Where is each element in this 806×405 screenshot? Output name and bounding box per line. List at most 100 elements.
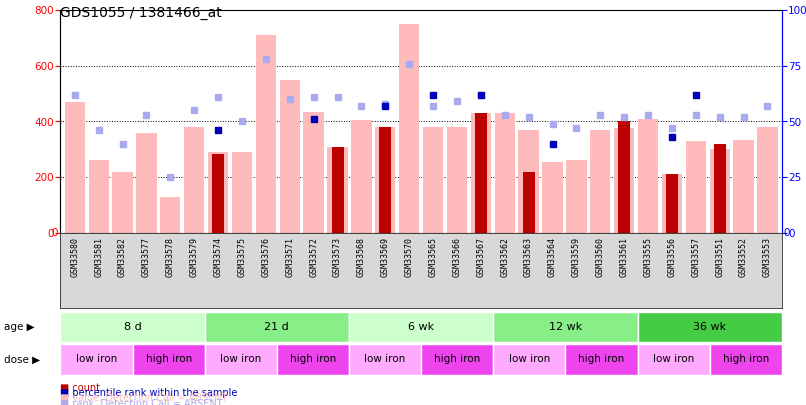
Text: GSM33581: GSM33581: [94, 237, 103, 277]
Text: GSM33555: GSM33555: [643, 237, 653, 277]
Text: high iron: high iron: [146, 354, 192, 364]
Bar: [205, 312, 349, 342]
Text: GSM33580: GSM33580: [70, 237, 79, 277]
Text: GSM33571: GSM33571: [285, 237, 294, 277]
Text: 0: 0: [783, 228, 790, 238]
Bar: [565, 344, 638, 375]
Bar: [518, 130, 538, 233]
Bar: [112, 172, 133, 233]
Bar: [349, 312, 493, 342]
Text: GSM33568: GSM33568: [357, 237, 366, 277]
Text: low iron: low iron: [76, 354, 117, 364]
Bar: [380, 127, 391, 233]
Text: 21 d: 21 d: [264, 322, 289, 332]
Text: GDS1055 / 1381466_at: GDS1055 / 1381466_at: [60, 6, 222, 20]
Text: GSM33572: GSM33572: [310, 237, 318, 277]
Text: ■ value, Detection Call = ABSENT: ■ value, Detection Call = ABSENT: [60, 393, 228, 403]
Bar: [205, 344, 276, 375]
Bar: [475, 113, 487, 233]
Text: age ▶: age ▶: [4, 322, 35, 332]
Text: GSM33576: GSM33576: [261, 237, 270, 277]
Text: GSM33563: GSM33563: [524, 237, 533, 277]
Bar: [232, 152, 252, 233]
Text: high iron: high iron: [723, 354, 769, 364]
Bar: [212, 153, 224, 233]
Text: GSM33561: GSM33561: [620, 237, 629, 277]
Bar: [184, 127, 205, 233]
Bar: [495, 113, 515, 233]
Text: GSM33559: GSM33559: [572, 237, 581, 277]
Bar: [638, 312, 782, 342]
Text: low iron: low iron: [220, 354, 261, 364]
Bar: [758, 127, 778, 233]
Bar: [662, 175, 682, 233]
Text: high iron: high iron: [290, 354, 336, 364]
Text: 8 d: 8 d: [123, 322, 142, 332]
Bar: [493, 344, 565, 375]
Text: dose ▶: dose ▶: [4, 354, 40, 364]
Bar: [686, 141, 706, 233]
Bar: [280, 80, 300, 233]
Text: high iron: high iron: [579, 354, 625, 364]
Bar: [733, 140, 754, 233]
Text: low iron: low iron: [509, 354, 550, 364]
Text: GSM33552: GSM33552: [739, 237, 748, 277]
Bar: [60, 312, 205, 342]
Text: 0: 0: [52, 228, 58, 238]
Bar: [160, 197, 181, 233]
Text: GSM33562: GSM33562: [501, 237, 509, 277]
Text: GSM33567: GSM33567: [476, 237, 485, 277]
Text: GSM33557: GSM33557: [692, 237, 700, 277]
Text: GSM33556: GSM33556: [667, 237, 676, 277]
Bar: [351, 120, 372, 233]
Text: GSM33553: GSM33553: [763, 237, 772, 277]
Text: 36 wk: 36 wk: [693, 322, 726, 332]
Text: ■ rank, Detection Call = ABSENT: ■ rank, Detection Call = ABSENT: [60, 399, 223, 405]
Text: GSM33560: GSM33560: [596, 237, 604, 277]
Text: GSM33564: GSM33564: [548, 237, 557, 277]
Text: GSM33551: GSM33551: [715, 237, 725, 277]
Bar: [714, 144, 725, 233]
Bar: [375, 127, 396, 233]
Text: GSM33565: GSM33565: [429, 237, 438, 277]
Bar: [638, 344, 709, 375]
Bar: [614, 128, 634, 233]
Bar: [349, 344, 421, 375]
Text: low iron: low iron: [364, 354, 405, 364]
Text: low iron: low iron: [653, 354, 694, 364]
Bar: [327, 147, 347, 233]
Text: GSM33574: GSM33574: [214, 237, 222, 277]
Bar: [421, 344, 493, 375]
Bar: [208, 152, 228, 233]
Text: 12 wk: 12 wk: [549, 322, 582, 332]
Text: GSM33578: GSM33578: [166, 237, 175, 277]
Bar: [567, 160, 587, 233]
Text: GSM33569: GSM33569: [380, 237, 390, 277]
Bar: [542, 162, 563, 233]
Bar: [64, 102, 85, 233]
Bar: [590, 130, 610, 233]
Text: GSM33582: GSM33582: [118, 237, 127, 277]
Bar: [709, 344, 782, 375]
Bar: [447, 127, 467, 233]
Text: GSM33566: GSM33566: [452, 237, 462, 277]
Bar: [331, 147, 343, 233]
Bar: [638, 119, 659, 233]
Text: GSM33577: GSM33577: [142, 237, 151, 277]
Bar: [618, 122, 630, 233]
Bar: [709, 149, 730, 233]
Text: GSM33573: GSM33573: [333, 237, 342, 277]
Bar: [522, 172, 534, 233]
Text: 6 wk: 6 wk: [408, 322, 434, 332]
Text: GSM33579: GSM33579: [189, 237, 199, 277]
Bar: [304, 112, 324, 233]
Bar: [132, 344, 205, 375]
Text: high iron: high iron: [434, 354, 480, 364]
Text: GSM33570: GSM33570: [405, 237, 413, 277]
Bar: [471, 113, 491, 233]
Bar: [666, 175, 678, 233]
Text: ■ percentile rank within the sample: ■ percentile rank within the sample: [60, 388, 238, 398]
Bar: [256, 35, 276, 233]
Bar: [493, 312, 638, 342]
Text: GSM33575: GSM33575: [238, 237, 247, 277]
